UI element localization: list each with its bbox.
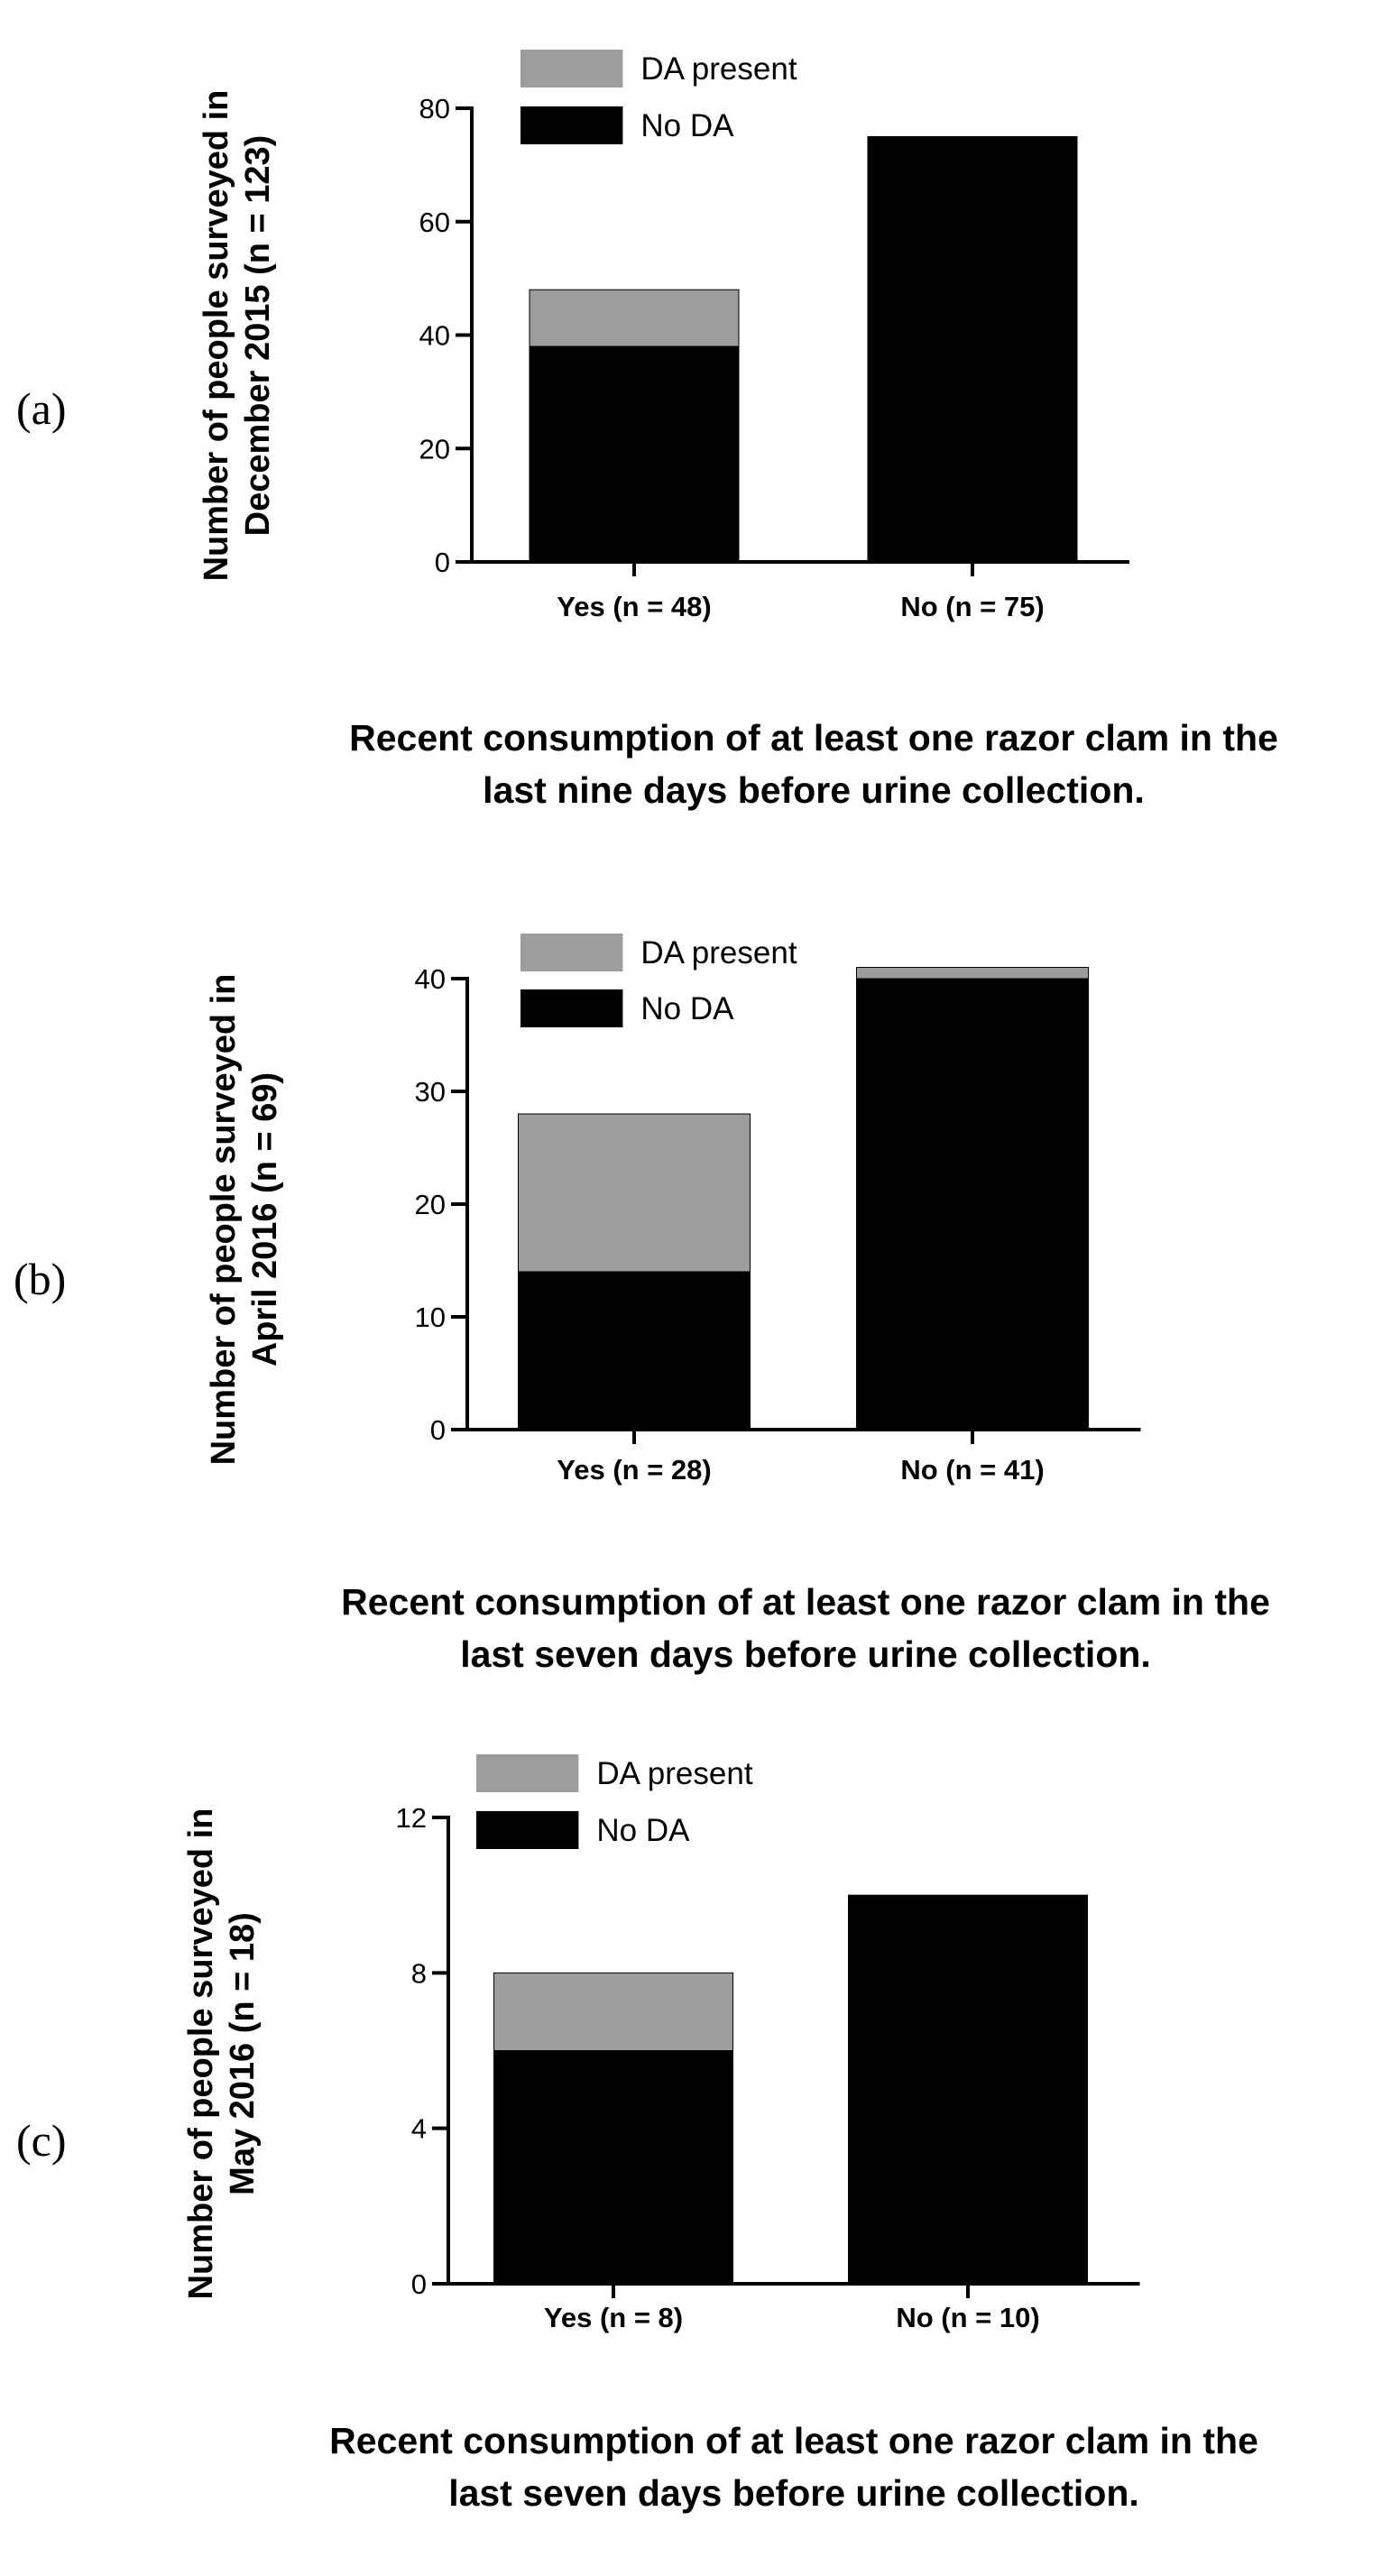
legend-swatch-da-present: [520, 934, 623, 971]
y-axis-label: Number of people surveyed in May 2016 (n …: [182, 1808, 262, 2300]
chart-panel-1: (a) Number of people surveyed in December …: [16, 50, 1278, 811]
legend-label: No DA: [596, 1813, 690, 1848]
x-axis-label-line-2: last seven days before urine collection.: [448, 2472, 1139, 2514]
panel-letter: (a): [16, 383, 67, 434]
y-tick-label: 12: [396, 1802, 427, 1834]
y-tick-label: 60: [419, 207, 450, 238]
x-category-label: Yes (n = 28): [557, 1454, 711, 1486]
y-tick-label: 0: [435, 547, 450, 578]
legend-label: DA present: [640, 51, 797, 87]
x-axis-label-line-2: last nine days before urine collection.: [483, 769, 1145, 811]
y-tick-label: 40: [415, 963, 446, 995]
bar-no-da-1: [493, 2050, 733, 2285]
y-axis-label-line-1: Number of people surveyed in: [182, 1808, 220, 2300]
x-category-label: Yes (n = 48): [557, 591, 711, 622]
legend-label: No DA: [640, 108, 734, 143]
legend-swatch-no-da: [520, 989, 623, 1027]
legend-swatch-no-da: [476, 1811, 579, 1849]
bar-no-da-2: [867, 135, 1078, 563]
bar-no-da-2: [848, 1894, 1088, 2285]
legend-label: DA present: [596, 1756, 752, 1791]
bar-da-present-1: [518, 1113, 751, 1273]
y-tick-label: 30: [415, 1076, 446, 1108]
y-tick-label: 4: [411, 2113, 427, 2145]
y-tick-label: 0: [430, 1414, 446, 1446]
y-axis-label-line-1: Number of people surveyed in: [205, 974, 243, 1466]
legend-swatch-da-present: [476, 1754, 579, 1792]
y-tick-label: 8: [411, 1957, 427, 1989]
legend-swatch-no-da: [520, 106, 623, 144]
y-tick-label: 40: [419, 320, 450, 352]
x-category-label: No (n = 41): [900, 1454, 1044, 1486]
panel-letter: (c): [16, 2115, 67, 2166]
x-category-label: No (n = 10): [896, 2302, 1039, 2333]
bar-no-da-1: [529, 345, 740, 563]
bar-no-da-1: [518, 1271, 751, 1431]
y-axis-label-line-1: Number of people surveyed in: [198, 90, 235, 582]
y-axis-label-line-2: December 2015 (n = 123): [239, 135, 277, 537]
x-category-label: Yes (n = 8): [544, 2302, 683, 2333]
bar-no-da-2: [856, 978, 1089, 1431]
y-tick-label: 10: [415, 1302, 446, 1333]
x-axis-label-line-2: last seven days before urine collection.: [460, 1633, 1151, 1675]
panel-letter: (b): [14, 1254, 66, 1304]
chart-panel-3: (c) Number of people surveyed in May 2016 …: [16, 1754, 1258, 2514]
legend-label: No DA: [640, 991, 734, 1026]
bar-da-present-2: [856, 967, 1089, 980]
y-axis-label-line-2: May 2016 (n = 18): [224, 1912, 262, 2195]
legend-label: DA present: [640, 935, 797, 971]
y-axis-label: Number of people surveyed in December 201…: [198, 90, 277, 582]
y-axis-label: Number of people surveyed in April 2016 (…: [205, 974, 284, 1466]
y-tick-label: 20: [415, 1189, 446, 1220]
y-axis-label-line-2: April 2016 (n = 69): [246, 1072, 284, 1366]
bar-da-present-1: [493, 1972, 733, 2051]
y-tick-label: 80: [419, 93, 450, 124]
bar-da-present-1: [529, 289, 740, 347]
y-tick-label: 20: [419, 433, 450, 465]
legend-swatch-da-present: [520, 50, 623, 87]
x-axis-label-line-1: Recent consumption of at least one razor…: [341, 1581, 1270, 1623]
x-category-label: No (n = 75): [900, 591, 1044, 622]
y-tick-label: 0: [411, 2268, 427, 2300]
x-axis-label-line-1: Recent consumption of at least one razor…: [349, 717, 1278, 759]
chart-panel-2: (b) Number of people surveyed in April 201…: [14, 934, 1270, 1675]
x-axis-label-line-1: Recent consumption of at least one razor…: [329, 2420, 1258, 2461]
